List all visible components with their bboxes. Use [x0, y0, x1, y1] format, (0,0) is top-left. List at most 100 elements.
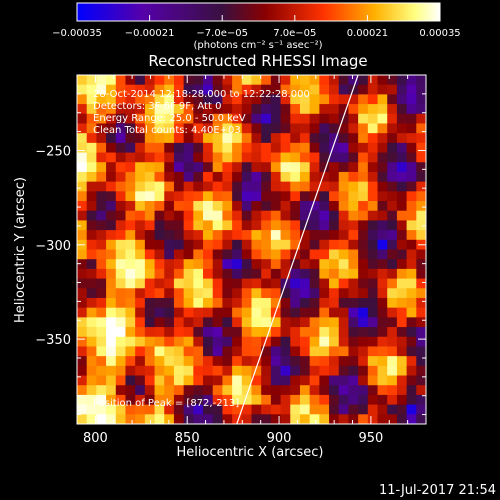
heatmap-cell [154, 142, 165, 153]
heatmap-cell [299, 404, 311, 415]
heatmap-cell [125, 113, 136, 124]
heatmap-cell [251, 404, 262, 415]
heatmap-cell [396, 133, 408, 144]
heatmap-cell [144, 230, 155, 241]
heatmap-cell [358, 152, 369, 163]
heatmap-cell [309, 220, 320, 231]
heatmap-cell [416, 278, 426, 289]
heatmap-cell [309, 385, 320, 396]
heatmap-cell [173, 84, 185, 95]
heatmap-cell [261, 142, 272, 153]
heatmap-cell [251, 356, 262, 367]
heatmap-cell [164, 336, 175, 347]
heatmap-cell [232, 346, 243, 357]
heatmap-cell [183, 84, 194, 95]
heatmap-cell [96, 394, 107, 406]
heatmap-cell [232, 327, 243, 338]
heatmap-cell [290, 404, 301, 415]
heatmap-cell [270, 385, 281, 396]
heatmap-cell [290, 142, 301, 153]
heatmap-cell [77, 317, 88, 328]
y-tick-label: −350 [35, 333, 71, 348]
heatmap-cell [358, 104, 369, 115]
heatmap-cell [377, 297, 388, 309]
heatmap-cell [406, 288, 417, 299]
heatmap-cell [358, 75, 369, 86]
heatmap-cell [96, 94, 107, 105]
heatmap-cell [183, 104, 194, 115]
heatmap-cell [251, 181, 262, 192]
heatmap-cell [416, 365, 426, 376]
heatmap-cell [270, 230, 281, 241]
heatmap-cell [125, 385, 136, 396]
heatmap-cell [290, 123, 301, 134]
heatmap-cell [406, 385, 417, 396]
heatmap-cell [251, 171, 262, 183]
heatmap-cell [299, 317, 311, 328]
heatmap-cell [232, 142, 243, 153]
heatmap-cell [377, 336, 388, 347]
heatmap-cell [396, 297, 408, 309]
heatmap-cell [329, 201, 340, 212]
heatmap-cell [135, 365, 146, 376]
heatmap-cell [222, 133, 233, 144]
heatmap-cell [212, 123, 223, 134]
heatmap-cell [232, 414, 243, 424]
heatmap-image [77, 75, 426, 424]
heatmap-cell [115, 327, 126, 338]
heatmap-cell [396, 394, 408, 406]
heatmap-cell [261, 288, 272, 299]
heatmap-cell [396, 365, 408, 376]
heatmap-cell [115, 307, 126, 318]
heatmap-cell [77, 268, 88, 279]
heatmap-cell [125, 133, 136, 144]
heatmap-cell [183, 142, 194, 153]
heatmap-cell [319, 327, 330, 338]
heatmap-cell [232, 152, 243, 163]
heatmap-cell [86, 123, 97, 134]
heatmap-cell [319, 297, 330, 309]
heatmap-cell [106, 307, 117, 318]
heatmap-cell [96, 356, 107, 367]
heatmap-cell [387, 84, 398, 95]
heatmap-cell [135, 162, 146, 173]
heatmap-cell [358, 191, 369, 202]
heatmap-cell [416, 230, 426, 241]
heatmap-cell [358, 133, 369, 144]
heatmap-cell [212, 259, 223, 270]
heatmap-cell [144, 94, 155, 105]
heatmap-cell [396, 327, 408, 338]
heatmap-cell [203, 317, 214, 328]
heatmap-cell [348, 317, 359, 328]
heatmap-cell [115, 268, 126, 279]
heatmap-cell [280, 404, 291, 415]
heatmap-cell [222, 394, 233, 406]
heatmap-cell [387, 123, 398, 134]
heatmap-cell [144, 152, 155, 163]
heatmap-cell [261, 152, 272, 163]
heatmap-cell [135, 133, 146, 144]
heatmap-cell [270, 162, 281, 173]
heatmap-cell [96, 307, 107, 318]
heatmap-cell [329, 142, 340, 153]
heatmap-cell [270, 104, 281, 115]
heatmap-cell [96, 365, 107, 376]
heatmap-cell [135, 336, 146, 347]
heatmap-cell [396, 75, 408, 86]
heatmap-cell [270, 133, 281, 144]
heatmap-cell [251, 278, 262, 289]
heatmap-cell [377, 259, 388, 270]
heatmap-cell [86, 152, 97, 163]
heatmap-cell [299, 152, 311, 163]
heatmap-cell [125, 404, 136, 415]
heatmap-cell [261, 404, 272, 415]
heatmap-cell [319, 104, 330, 115]
heatmap-cell [135, 230, 146, 241]
heatmap-cell [106, 201, 117, 212]
heatmap-cell [261, 394, 272, 406]
heatmap-cell [86, 84, 97, 95]
heatmap-cell [203, 307, 214, 318]
heatmap-cell [251, 113, 262, 124]
heatmap-cell [406, 249, 417, 260]
heatmap-cell [261, 201, 272, 212]
